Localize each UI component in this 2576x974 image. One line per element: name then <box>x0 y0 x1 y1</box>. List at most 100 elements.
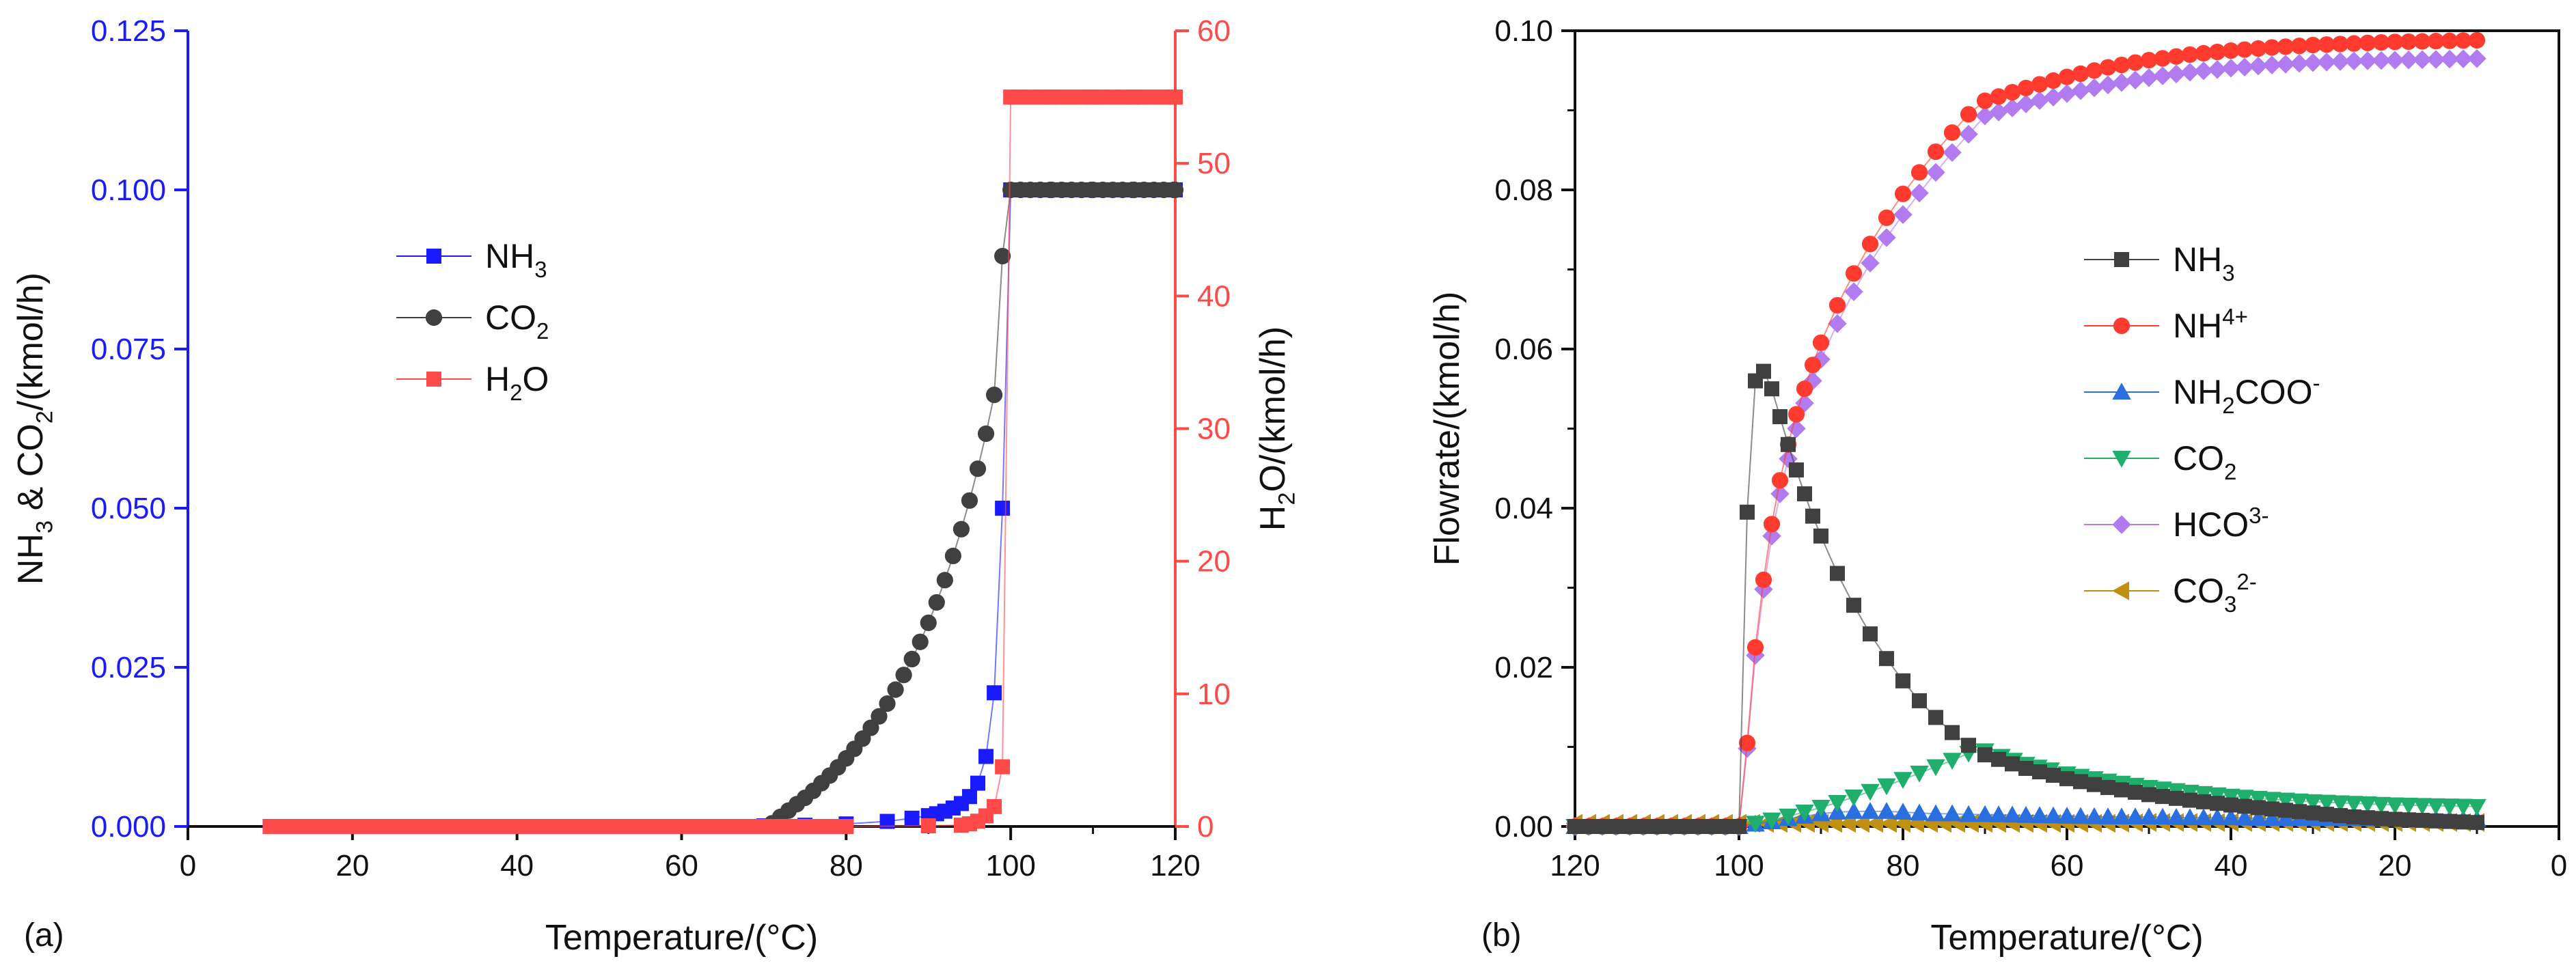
point-hco3- <box>2454 49 2473 68</box>
point-nh3 <box>904 810 920 826</box>
point-hco3- <box>1770 484 1790 503</box>
x-tick-label: 0 <box>180 849 196 882</box>
left-y-tick-label: 0.025 <box>91 651 166 684</box>
point-co2 <box>2221 788 2241 806</box>
point-nh3 <box>2114 782 2129 798</box>
point-nh4+ <box>2249 40 2267 57</box>
panel-b: 120 100 80 60 40 20 0 0.00 0.02 0.04 0.06 0.08 0.10 T… <box>1427 14 2567 958</box>
point-nh3 <box>2469 815 2484 831</box>
point-nh2coo- <box>2235 808 2254 826</box>
point-nh4+ <box>2195 44 2212 62</box>
point-nh3 <box>1756 363 1771 379</box>
x-tick-label: 40 <box>2215 849 2248 882</box>
point-co2 <box>2331 795 2350 813</box>
point-nh3 <box>2237 798 2252 814</box>
point-co2 <box>2235 790 2254 807</box>
point-co2 <box>953 520 970 538</box>
point-co2 <box>1779 808 1798 826</box>
point-nh4+ <box>1738 734 1756 751</box>
point-co2 <box>2467 798 2486 816</box>
legend-label-nh3: NH3 <box>485 237 547 282</box>
point-nh4+ <box>1943 124 1961 141</box>
point-h2o <box>838 819 854 834</box>
x-tick-label: 80 <box>830 849 863 882</box>
point-nh4+ <box>2072 65 2089 83</box>
point-nh2coo- <box>1926 804 1945 822</box>
point-nh3 <box>1740 504 1755 520</box>
point-nh4+ <box>1990 88 2008 105</box>
point-nh3 <box>2182 792 2197 808</box>
point-nh3 <box>1813 528 1828 544</box>
point-nh2coo- <box>2112 807 2131 825</box>
point-co2 <box>1844 789 1863 807</box>
point-hco3- <box>2057 84 2077 103</box>
point-nh3 <box>1649 819 1664 834</box>
point-nh4+ <box>2331 36 2349 53</box>
point-nh3 <box>1622 819 1637 834</box>
point-co2 <box>2317 794 2336 812</box>
series-line-hco3- <box>1575 57 2478 827</box>
point-co2 <box>2290 793 2309 811</box>
point-co2 <box>895 667 912 684</box>
legend-marker-nh3 <box>426 249 441 264</box>
point-hco3- <box>2344 51 2363 71</box>
point-co2 <box>2454 798 2473 816</box>
point-hco3- <box>1975 106 1995 126</box>
point-nh3 <box>1789 462 1804 478</box>
point-nh3 <box>2100 779 2115 795</box>
point-co2 <box>2208 787 2227 805</box>
point-co2 <box>1811 800 1831 817</box>
point-nh4+ <box>1927 143 1945 161</box>
point-nh3 <box>1663 819 1678 834</box>
x-tick-label: 40 <box>500 849 534 882</box>
point-nh4+ <box>2441 32 2458 49</box>
point-nh3 <box>2360 810 2375 826</box>
point-nh2coo- <box>2085 807 2104 824</box>
point-co2 <box>2426 798 2445 816</box>
point-nh4+ <box>2113 56 2130 74</box>
point-co2 <box>928 594 945 611</box>
point-co2 <box>2440 798 2459 816</box>
point-nh4+ <box>2003 83 2021 101</box>
point-nh4+ <box>1960 106 1977 123</box>
point-co2 <box>1893 772 1913 790</box>
point-co2 <box>1910 765 1929 783</box>
point-nh3 <box>1945 725 1960 740</box>
point-h2o <box>1168 89 1183 105</box>
point-nh3 <box>2018 760 2033 776</box>
point-nh2coo- <box>1943 804 1962 822</box>
point-hco3- <box>2235 57 2254 76</box>
series-line-nh3 <box>270 189 1175 827</box>
point-nh4+ <box>1878 209 1895 226</box>
point-hco3- <box>2180 62 2200 82</box>
point-nh2coo- <box>2030 806 2049 824</box>
point-nh2coo- <box>2126 807 2145 825</box>
point-hco3- <box>2044 87 2063 107</box>
point-co2 <box>2249 790 2268 808</box>
point-nh3 <box>970 775 985 791</box>
left-y-axis-label: NH3 & CO2/(kmol/h) <box>11 273 58 585</box>
right-y-tick-label: 60 <box>1197 14 1231 48</box>
point-co2 <box>2344 796 2363 813</box>
point-nh3 <box>1961 738 1976 753</box>
left-y-tick-label: 0.100 <box>91 173 166 207</box>
point-co2 <box>871 708 888 725</box>
point-hco3- <box>1910 183 1929 203</box>
series-line-nh4+ <box>1575 39 2478 827</box>
point-nh4+ <box>2085 62 2103 79</box>
point-nh2coo- <box>2180 808 2200 826</box>
point-nh2coo- <box>2098 807 2118 825</box>
point-nh4+ <box>1910 164 1928 181</box>
point-nh2coo- <box>2208 808 2227 826</box>
point-hco3- <box>2290 54 2309 73</box>
point-nh3 <box>1977 747 1992 763</box>
left-y-tick-label: 0.000 <box>91 810 166 844</box>
right-y-axis-label: H2O/(kmol/h) <box>1253 326 1300 531</box>
x-tick-label: 60 <box>2051 849 2084 882</box>
point-nh3 <box>2169 790 2184 806</box>
point-nh2coo- <box>2057 807 2077 824</box>
point-nh4+ <box>1894 185 1912 202</box>
point-nh2coo- <box>1989 805 2008 822</box>
point-hco3- <box>2126 70 2145 89</box>
